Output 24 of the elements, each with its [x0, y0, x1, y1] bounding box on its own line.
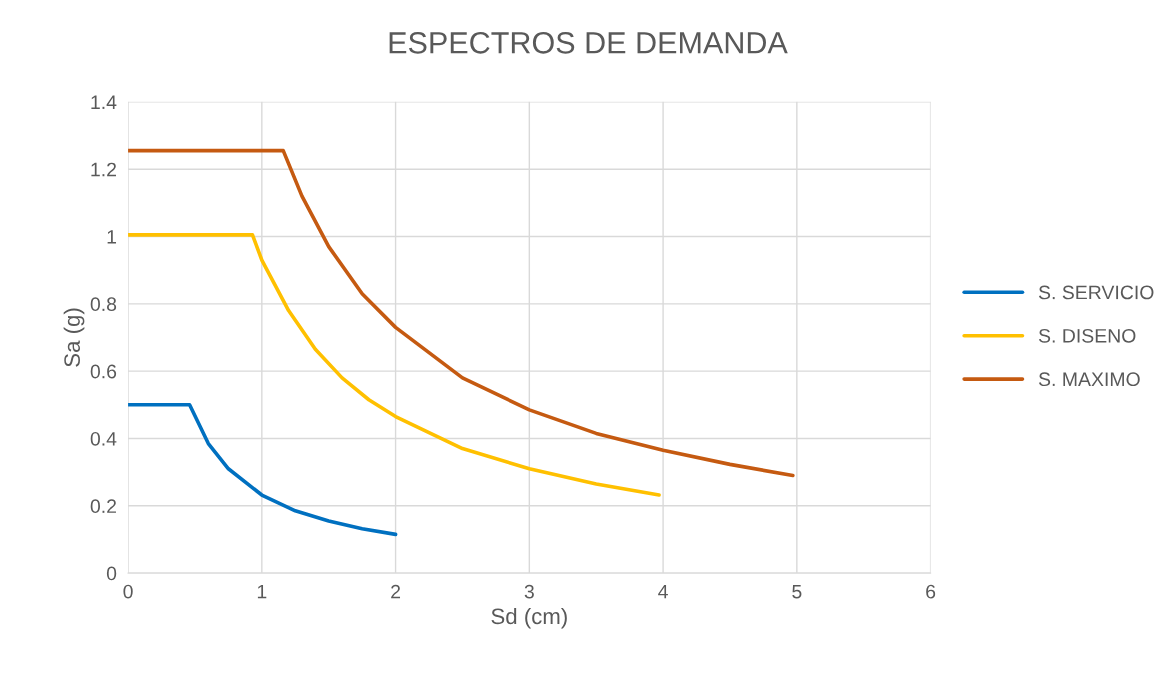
legend-label: S. SERVICIO	[1038, 285, 1154, 300]
line-series	[128, 233, 661, 497]
y-tick-label: 0.2	[90, 499, 116, 514]
x-axis-title: Sd (cm)	[491, 607, 567, 629]
x-tick-label: 0	[123, 584, 133, 599]
x-tick-label: 5	[792, 584, 802, 599]
y-tick-label: 1	[107, 230, 117, 244]
y-tick-label: 0.8	[90, 297, 117, 312]
legend-label: S. DISENO	[1038, 328, 1136, 343]
x-tick-label: 6	[926, 584, 936, 599]
y-tick-label: 1.2	[91, 162, 116, 177]
chart-title: ESPECTROS DE DEMANDA	[389, 31, 788, 54]
line-series	[128, 148, 795, 478]
y-axis-title: Sa (g)	[63, 308, 85, 367]
y-tick-label: 1.4	[91, 95, 117, 109]
x-tick-label: 3	[524, 584, 534, 599]
y-tick-label: 0	[106, 566, 117, 581]
line-series	[128, 403, 398, 537]
legend-label: S. MAXIMO	[1038, 372, 1140, 387]
y-tick-label: 0.4	[90, 431, 117, 446]
x-tick-label: 4	[658, 584, 668, 599]
x-tick-label: 1	[257, 584, 267, 599]
y-tick-label: 0.6	[90, 364, 117, 379]
x-tick-label: 2	[391, 584, 401, 599]
